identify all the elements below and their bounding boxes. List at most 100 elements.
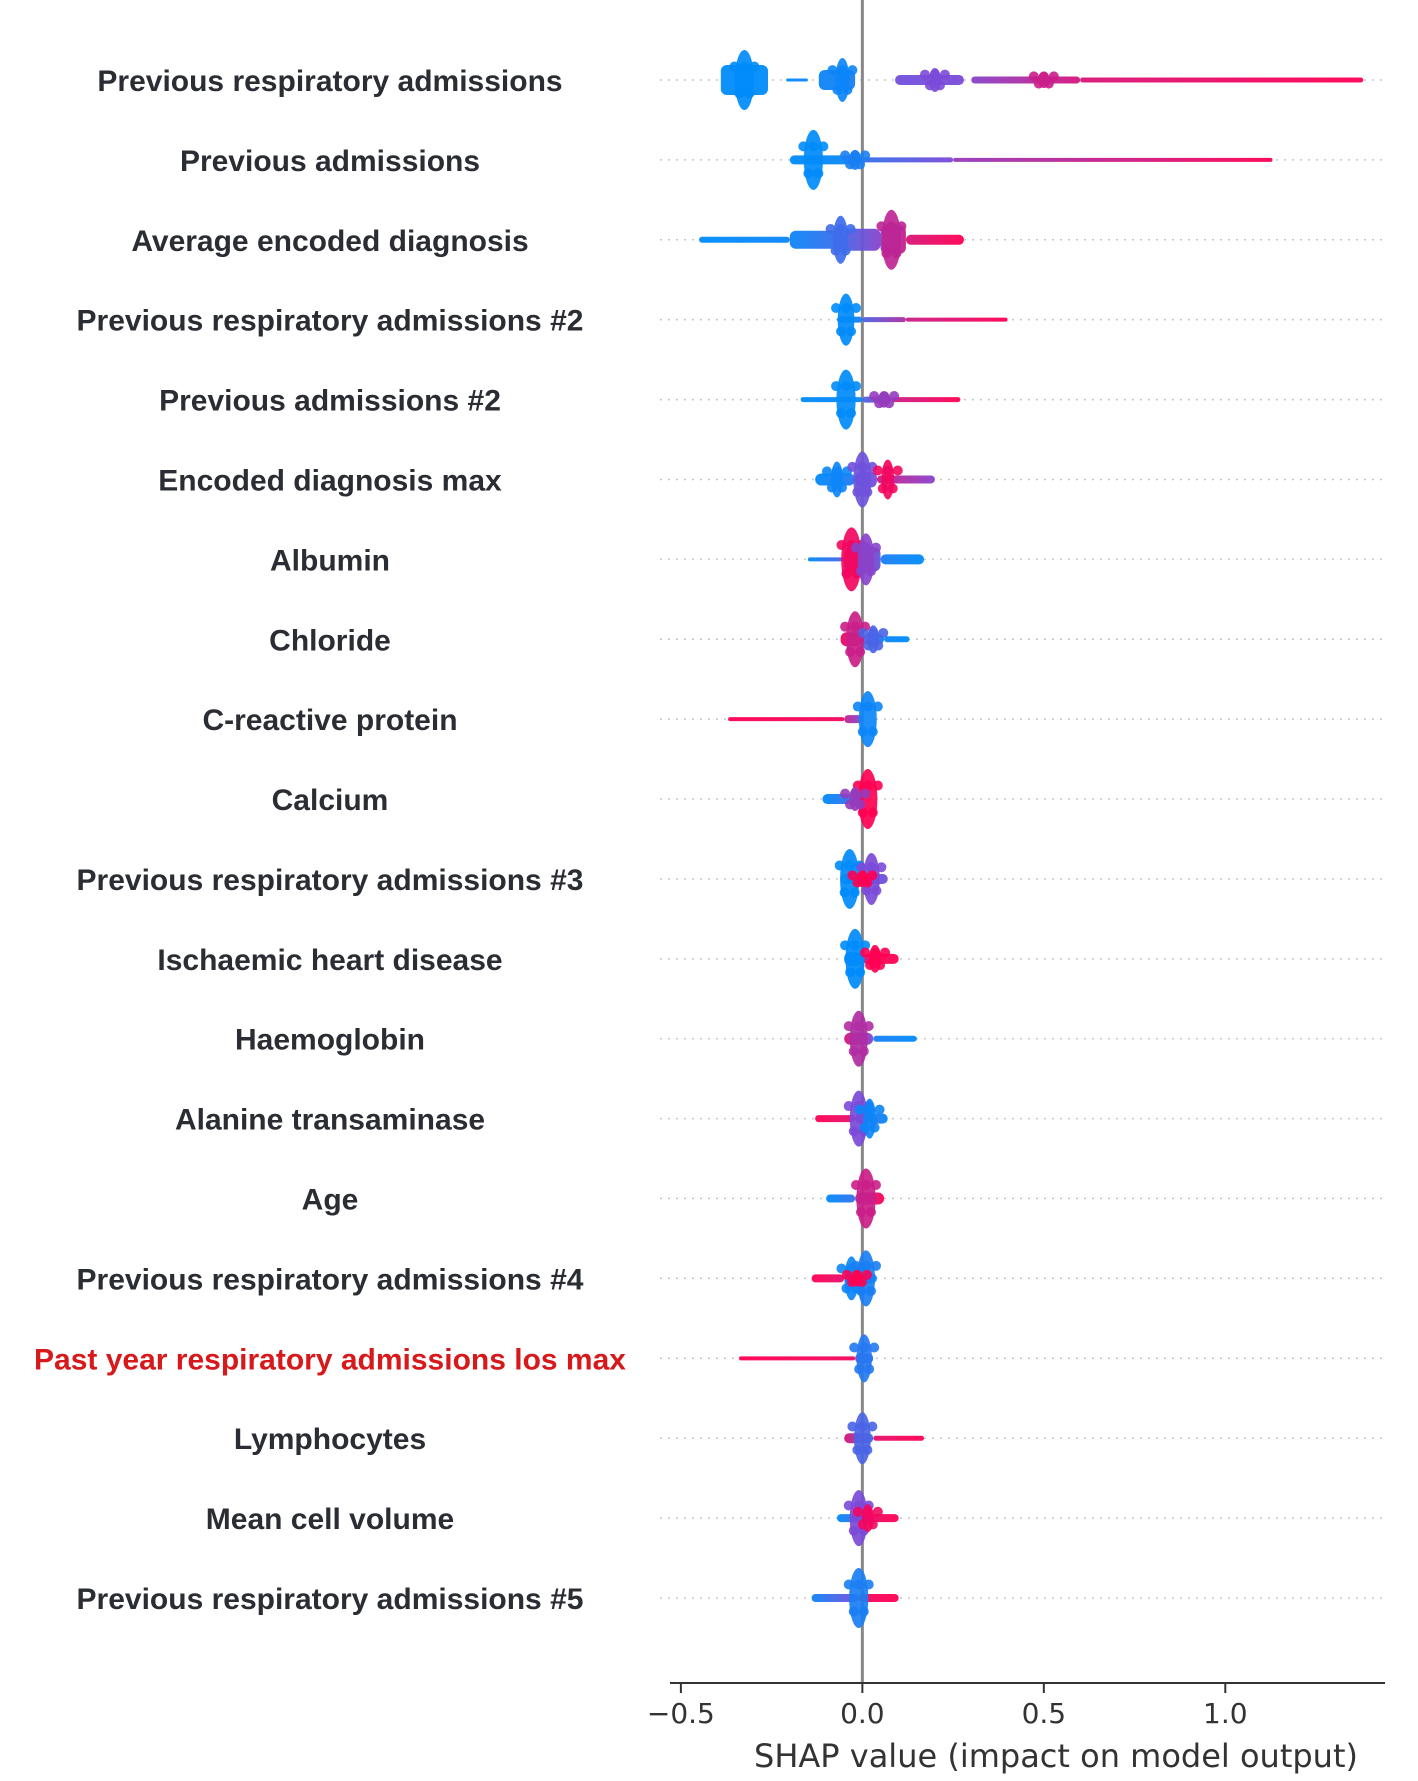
swarm-segment [953,157,1273,162]
swarm-point [872,1506,883,1517]
swarm-point [939,69,950,80]
feature-swarm [843,1010,917,1067]
swarm-point [857,1421,868,1432]
swarm-point [934,80,945,91]
swarm-point [874,398,885,409]
swarm-point [863,1579,874,1590]
swarm-point [841,381,852,392]
swarm-point [850,1180,861,1191]
feature-swarm [844,1412,925,1465]
x-tick-label: 0.0 [840,1697,885,1730]
feature-swarm [815,1090,888,1147]
feature-labels: Previous respiratory admissions Previous … [34,65,626,1616]
swarm-point [848,1126,859,1137]
feature-label: Ischaemic heart disease [157,944,502,977]
swarm-cluster [856,1168,876,1229]
swarm-point [868,627,879,638]
swarm-point [847,870,858,881]
swarm-point [867,1421,878,1432]
swarm-point [857,807,868,818]
swarm-point [840,940,851,951]
swarm-point [749,61,760,72]
swarm-point [843,1579,854,1590]
swarm-point [845,223,856,234]
swarm-point [850,150,861,161]
swarm-point [836,326,847,337]
swarm-segment [1080,77,1364,83]
swarm-point [892,465,903,476]
swarm-layer [699,50,1364,1628]
swarm-cluster [832,215,849,264]
swarm-segment [826,1194,856,1203]
swarm-point [855,646,866,657]
feature-label: Alanine transaminase [175,1104,485,1137]
swarm-point [843,1101,854,1112]
swarm-point [849,887,860,898]
swarm-point [862,701,873,712]
swarm-point [1048,71,1059,82]
swarm-point [877,483,888,494]
swarm-point [850,542,861,553]
swarm-segment [873,1435,925,1441]
swarm-point [886,221,897,232]
feature-label: Previous respiratory admissions #4 [77,1263,584,1296]
feature-swarm [836,1490,899,1547]
swarm-cluster [846,611,865,668]
swarm-point [864,1104,875,1115]
swarm-point [840,788,851,799]
swarm-point [831,381,842,392]
swarm-point [852,877,863,888]
swarm-point [869,1122,880,1133]
swarm-point [860,542,871,553]
swarm-point [855,1286,866,1297]
swarm-cluster [849,1568,869,1628]
swarm-point [881,248,892,259]
swarm-point [848,1046,859,1057]
feature-swarm [789,129,1273,190]
swarm-point [896,221,907,232]
swarm-point [845,799,856,810]
swarm-point [865,960,876,971]
swarm-point [855,799,866,810]
swarm-point [846,326,857,337]
swarm-point [837,65,848,76]
feature-label: Previous respiratory admissions [97,65,562,98]
swarm-point [1038,71,1049,82]
swarm-point [853,1579,864,1590]
swarm-point [854,1104,865,1115]
swarm-point [853,1021,864,1032]
swarm-point [832,84,843,95]
swarm-point [860,1180,871,1191]
swarm-point [872,780,883,791]
swarm-segment [905,234,964,245]
swarm-point [887,483,898,494]
swarm-point [1033,78,1044,89]
swarm-segment [862,317,906,323]
swarm-point [919,69,930,80]
swarm-point [836,408,847,419]
swarm-segment [971,76,1081,84]
swarm-point [879,390,890,401]
swarm-point [860,1260,871,1271]
swarm-point [859,1342,870,1353]
swarm-cluster [881,209,901,270]
swarm-point [856,862,867,873]
swarm-point [834,860,845,871]
swarm-point [843,1500,854,1511]
swarm-point [867,726,878,737]
swarm-cluster [857,533,875,586]
swarm-cluster [836,369,856,430]
swarm-point [851,302,862,313]
swarm-point [867,1519,878,1530]
swarm-point [846,1277,857,1288]
swarm-point [857,726,868,737]
swarm-segment [811,1594,859,1602]
swarm-point [864,1364,875,1375]
row-grid [660,79,1385,1599]
swarm-point [845,159,856,170]
swarm-point [1043,78,1054,89]
swarm-point [865,1286,876,1297]
swarm-cluster [858,691,877,748]
swarm-point [862,780,873,791]
feature-swarm [834,848,888,909]
